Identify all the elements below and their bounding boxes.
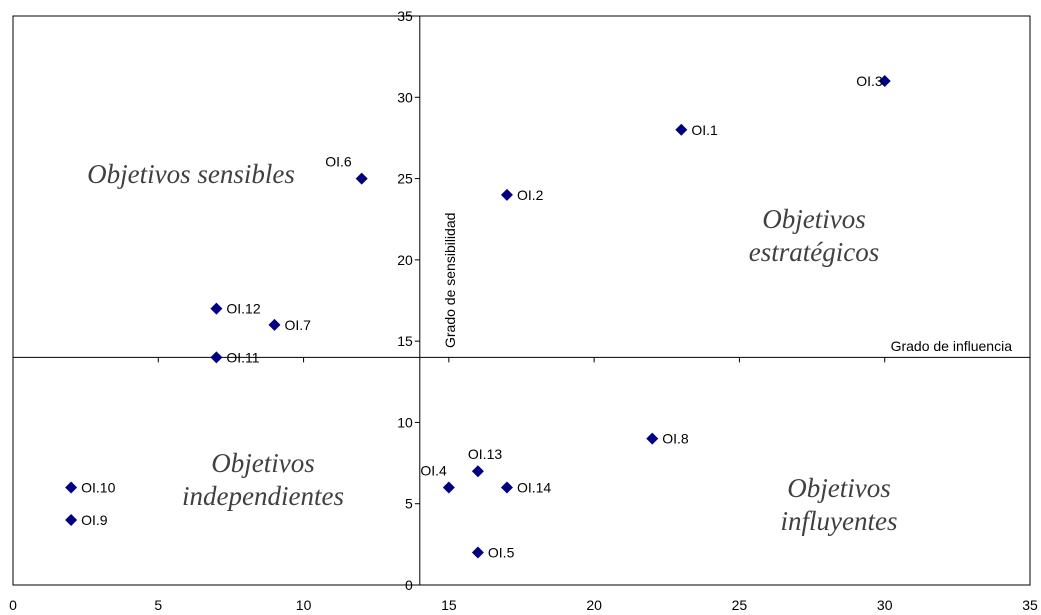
quadrant-label: Objetivos [787, 473, 890, 503]
data-point-label: OI.13 [468, 446, 502, 462]
x-tick-label: 35 [1022, 597, 1038, 613]
data-point-marker [210, 351, 223, 364]
data-point-label: OI.5 [488, 544, 515, 560]
data-point-label: OI.3 [856, 73, 883, 89]
x-tick-label: 5 [154, 597, 162, 613]
data-point-marker [471, 546, 484, 559]
data-point-label: OI.6 [325, 154, 352, 170]
data-point-marker [646, 432, 659, 445]
data-point-label: OI.12 [226, 301, 260, 317]
data-point-marker [500, 188, 513, 201]
x-tick-label: 25 [732, 597, 748, 613]
quadrant-label: independientes [182, 481, 344, 511]
data-point-marker [878, 75, 891, 88]
data-point-marker [65, 481, 78, 494]
x-tick-label: 15 [441, 597, 457, 613]
data-point-marker [268, 318, 281, 331]
y-axis-title: Grado de sensibilidad [442, 213, 458, 348]
quadrant-label: Objetivos [762, 204, 865, 234]
data-point-marker [210, 302, 223, 315]
x-tick-label: 10 [296, 597, 312, 613]
data-point-label: OI.10 [81, 479, 115, 495]
x-tick-label: 20 [586, 597, 602, 613]
data-point-label: OI.2 [517, 187, 544, 203]
quadrant-label: Objetivos sensibles [87, 159, 295, 189]
data-point-marker [471, 465, 484, 478]
data-point-label: OI.14 [517, 479, 551, 495]
data-point-marker [65, 513, 78, 526]
data-point-label: OI.11 [226, 349, 259, 365]
x-tick-label: 30 [877, 597, 893, 613]
y-tick-label: 15 [397, 333, 413, 349]
data-point-marker [442, 481, 455, 494]
quadrant-label: estratégicos [749, 237, 879, 267]
data-point-label: OI.1 [691, 122, 718, 138]
x-axis-title: Grado de influencia [891, 338, 1013, 354]
y-tick-label: 20 [397, 252, 413, 268]
data-point-label: OI.9 [81, 512, 108, 528]
data-point-label: OI.4 [420, 462, 447, 478]
data-point-label: OI.8 [662, 431, 689, 447]
y-tick-label: 25 [397, 171, 413, 187]
y-tick-label: 0 [405, 577, 413, 593]
y-tick-label: 30 [397, 89, 413, 105]
quadrant-label: influyentes [781, 506, 898, 536]
x-tick-label: 0 [9, 597, 17, 613]
data-point-marker [355, 172, 368, 185]
data-point-marker [500, 481, 513, 494]
plot-frame [12, 15, 1031, 586]
quadrant-label: Objetivos [211, 448, 314, 478]
data-point-label: OI.7 [285, 317, 312, 333]
y-tick-label: 5 [405, 496, 413, 512]
y-tick-label: 10 [397, 414, 413, 430]
data-point-marker [675, 123, 688, 136]
y-tick-label: 35 [397, 8, 413, 24]
